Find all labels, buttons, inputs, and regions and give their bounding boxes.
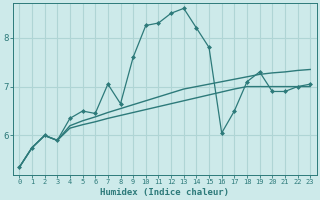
X-axis label: Humidex (Indice chaleur): Humidex (Indice chaleur) [100,188,229,197]
